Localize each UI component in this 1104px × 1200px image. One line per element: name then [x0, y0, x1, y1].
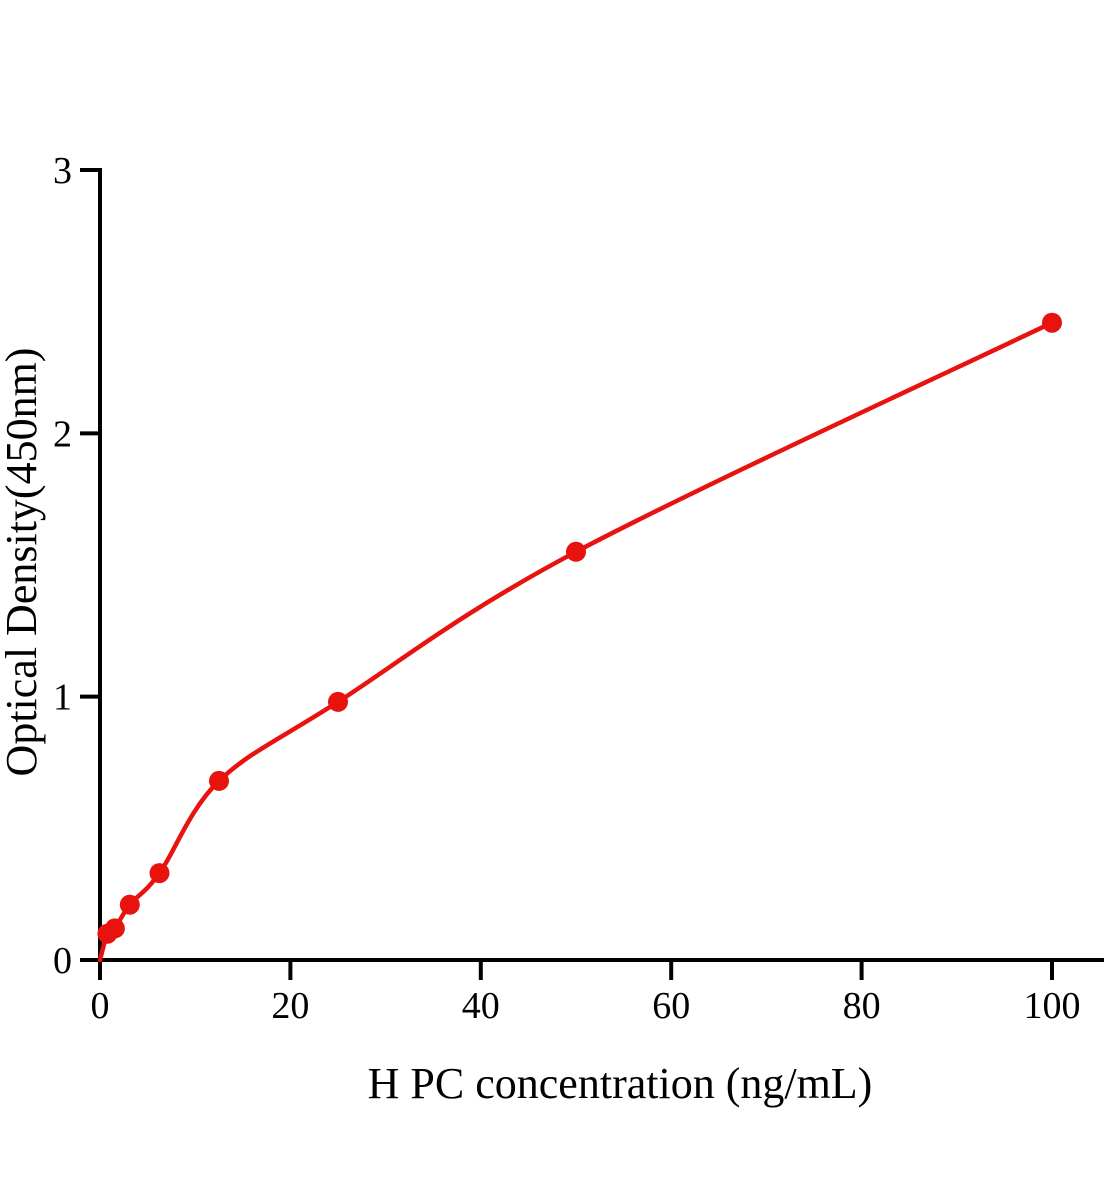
- data-point: [566, 541, 586, 562]
- y-tick-label: 0: [53, 940, 72, 982]
- x-tick-label: 100: [1024, 985, 1081, 1027]
- x-tick-label: 20: [271, 985, 309, 1027]
- y-tick-label: 3: [53, 150, 72, 192]
- axis-spines: [98, 168, 1104, 962]
- data-layer: [97, 312, 1062, 963]
- y-axis-title: Optical Density(450nm): [0, 348, 46, 777]
- y-tick-label: 2: [53, 413, 72, 455]
- data-point: [1042, 312, 1062, 333]
- data-point: [328, 691, 348, 712]
- fit-curve: [97, 320, 1055, 963]
- x-axis-title: H PC concentration (ng/mL): [368, 1059, 873, 1108]
- data-point: [149, 863, 170, 884]
- data-point: [209, 770, 229, 791]
- x-tick-label: 40: [462, 985, 500, 1027]
- axes-layer: 0 1 2 3 0 20 40 60 80 100: [53, 150, 1104, 1027]
- x-tick-label: 60: [652, 985, 690, 1027]
- x-tick-label: 0: [91, 985, 110, 1027]
- data-point: [104, 918, 125, 939]
- x-tick-label: 80: [843, 985, 881, 1027]
- y-tick-label: 1: [53, 677, 72, 719]
- data-point: [119, 894, 140, 915]
